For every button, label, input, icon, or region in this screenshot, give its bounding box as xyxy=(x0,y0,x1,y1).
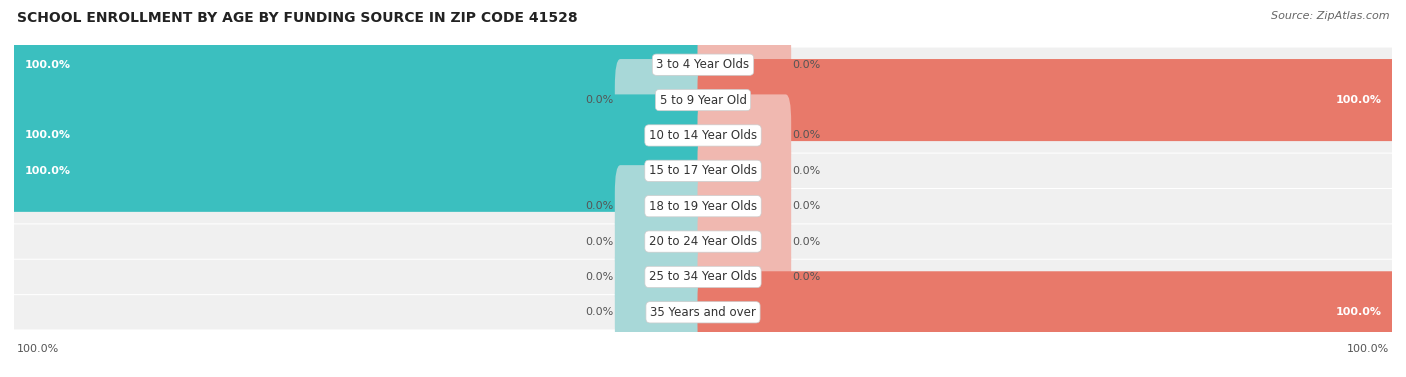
Text: Source: ZipAtlas.com: Source: ZipAtlas.com xyxy=(1271,11,1389,21)
Text: 100.0%: 100.0% xyxy=(1347,344,1389,354)
Text: SCHOOL ENROLLMENT BY AGE BY FUNDING SOURCE IN ZIP CODE 41528: SCHOOL ENROLLMENT BY AGE BY FUNDING SOUR… xyxy=(17,11,578,25)
FancyBboxPatch shape xyxy=(14,83,1392,117)
FancyBboxPatch shape xyxy=(614,165,709,247)
FancyBboxPatch shape xyxy=(14,48,1392,82)
FancyBboxPatch shape xyxy=(614,201,709,283)
FancyBboxPatch shape xyxy=(8,130,709,212)
Text: 0.0%: 0.0% xyxy=(585,95,613,105)
FancyBboxPatch shape xyxy=(697,271,1398,353)
Text: 0.0%: 0.0% xyxy=(585,201,613,211)
Text: 15 to 17 Year Olds: 15 to 17 Year Olds xyxy=(650,164,756,177)
FancyBboxPatch shape xyxy=(697,165,792,247)
Text: 35 Years and over: 35 Years and over xyxy=(650,306,756,319)
Text: 0.0%: 0.0% xyxy=(793,130,821,141)
Text: 3 to 4 Year Olds: 3 to 4 Year Olds xyxy=(657,58,749,71)
Text: 100.0%: 100.0% xyxy=(24,130,70,141)
Text: 0.0%: 0.0% xyxy=(793,236,821,247)
FancyBboxPatch shape xyxy=(697,24,792,106)
Text: 0.0%: 0.0% xyxy=(585,236,613,247)
Text: 20 to 24 Year Olds: 20 to 24 Year Olds xyxy=(650,235,756,248)
FancyBboxPatch shape xyxy=(697,59,1398,141)
FancyBboxPatch shape xyxy=(697,201,792,283)
Text: 18 to 19 Year Olds: 18 to 19 Year Olds xyxy=(650,200,756,213)
FancyBboxPatch shape xyxy=(14,260,1392,294)
FancyBboxPatch shape xyxy=(14,118,1392,153)
FancyBboxPatch shape xyxy=(14,154,1392,188)
Text: 0.0%: 0.0% xyxy=(793,201,821,211)
Text: 0.0%: 0.0% xyxy=(793,166,821,176)
Text: 0.0%: 0.0% xyxy=(793,60,821,70)
FancyBboxPatch shape xyxy=(8,24,709,106)
Text: 10 to 14 Year Olds: 10 to 14 Year Olds xyxy=(650,129,756,142)
FancyBboxPatch shape xyxy=(614,271,709,353)
Text: 5 to 9 Year Old: 5 to 9 Year Old xyxy=(659,93,747,107)
Text: 100.0%: 100.0% xyxy=(1336,95,1382,105)
FancyBboxPatch shape xyxy=(697,94,792,176)
FancyBboxPatch shape xyxy=(14,295,1392,329)
FancyBboxPatch shape xyxy=(614,236,709,318)
Text: 100.0%: 100.0% xyxy=(24,60,70,70)
FancyBboxPatch shape xyxy=(697,236,792,318)
FancyBboxPatch shape xyxy=(697,130,792,212)
Text: 25 to 34 Year Olds: 25 to 34 Year Olds xyxy=(650,270,756,284)
Text: 0.0%: 0.0% xyxy=(793,272,821,282)
Text: 100.0%: 100.0% xyxy=(24,166,70,176)
Text: 100.0%: 100.0% xyxy=(1336,307,1382,317)
Text: 0.0%: 0.0% xyxy=(585,272,613,282)
FancyBboxPatch shape xyxy=(14,224,1392,259)
Text: 0.0%: 0.0% xyxy=(585,307,613,317)
FancyBboxPatch shape xyxy=(8,94,709,176)
FancyBboxPatch shape xyxy=(14,189,1392,223)
FancyBboxPatch shape xyxy=(614,59,709,141)
Text: 100.0%: 100.0% xyxy=(17,344,59,354)
